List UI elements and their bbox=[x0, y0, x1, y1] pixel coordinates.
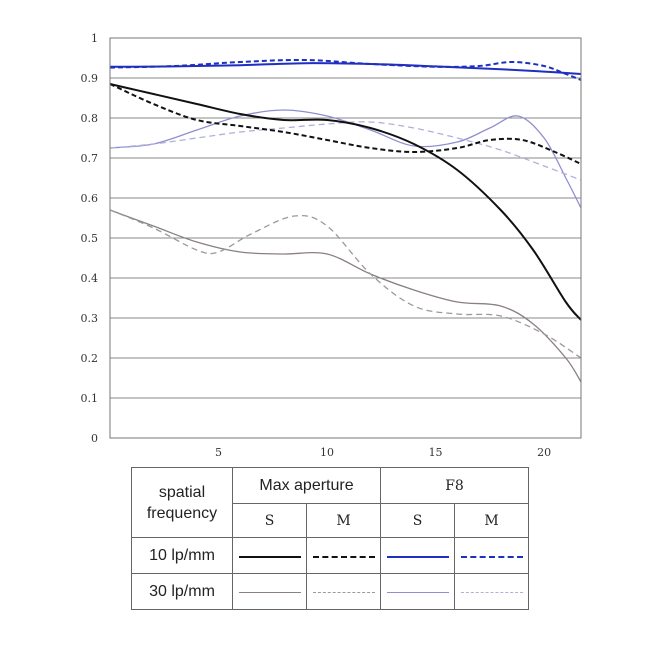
x-tick-label: 15 bbox=[429, 446, 443, 459]
legend-cell-10-max-s bbox=[232, 537, 307, 574]
legend-col-f8-s: S bbox=[380, 503, 455, 538]
series-10-lp-mm-max-aperture-s bbox=[109, 83, 582, 321]
legend-cell-30-max-s bbox=[232, 573, 307, 610]
legend-swatch-30-f8-s bbox=[386, 592, 449, 593]
legend-cell-10-max-m bbox=[306, 537, 381, 574]
legend-swatch-10-max-s bbox=[238, 555, 301, 558]
series-30-lp-mm-max-aperture-m bbox=[109, 209, 582, 359]
y-tick-label: 1 bbox=[91, 32, 98, 45]
legend-cell-30-f8-s bbox=[380, 573, 455, 610]
series-10-lp-mm-max-aperture-m bbox=[109, 83, 582, 165]
x-tick-label: 20 bbox=[537, 446, 551, 459]
y-tick-label: 0.4 bbox=[81, 272, 99, 285]
y-tick-label: 0.2 bbox=[81, 352, 99, 365]
legend-row-10: 10 lp/mm bbox=[131, 537, 233, 574]
legend-swatch-10-f8-s bbox=[386, 555, 449, 558]
y-tick-label: 0.9 bbox=[81, 72, 99, 85]
grid-lines bbox=[110, 77, 581, 399]
series-30-lp-mm-max-aperture-s bbox=[109, 209, 582, 383]
legend-swatch-10-f8-m bbox=[460, 555, 523, 558]
legend-swatch-30-f8-m bbox=[460, 592, 523, 593]
series-lines bbox=[109, 58, 582, 383]
x-tick-labels: 5 10 15 20 bbox=[215, 446, 551, 459]
y-tick-label: 0.7 bbox=[81, 152, 99, 165]
mtf-chart: 0 0.1 0.2 0.3 0.4 0.5 0.6 0.7 0.8 0.9 1 5 10 15 20 bbox=[81, 32, 582, 459]
legend-cell-10-f8-m bbox=[454, 537, 529, 574]
series-10-lp-mm-f8-s bbox=[109, 62, 582, 75]
legend-group-f8: F8 bbox=[380, 467, 529, 504]
plot-frame bbox=[109, 37, 582, 439]
x-tick-label: 10 bbox=[320, 446, 334, 459]
y-tick-label: 0.8 bbox=[81, 112, 99, 125]
legend-cell-30-f8-m bbox=[454, 573, 529, 610]
legend-col-max-m: M bbox=[306, 503, 381, 538]
x-tick-label: 5 bbox=[215, 446, 222, 459]
legend-swatch-10-max-m bbox=[312, 555, 375, 558]
legend-cell-10-f8-s bbox=[380, 537, 455, 574]
legend-swatch-30-max-s bbox=[238, 592, 301, 593]
legend-col-max-s: S bbox=[232, 503, 307, 538]
series-30-lp-mm-f8-s bbox=[109, 109, 582, 209]
legend-table: spatial frequency Max aperture F8 S M S … bbox=[131, 467, 529, 610]
legend-swatch-30-max-m bbox=[312, 592, 375, 593]
series-30-lp-mm-f8-m bbox=[109, 121, 582, 181]
y-tick-labels: 0 0.1 0.2 0.3 0.4 0.5 0.6 0.7 0.8 0.9 1 bbox=[81, 32, 99, 445]
legend-row-header-cell: spatial frequency bbox=[131, 467, 233, 538]
y-tick-label: 0.5 bbox=[81, 232, 99, 245]
y-tick-label: 0.3 bbox=[81, 312, 99, 325]
legend-row-30: 30 lp/mm bbox=[131, 573, 233, 610]
y-tick-label: 0.1 bbox=[81, 392, 99, 405]
legend-cell-30-max-m bbox=[306, 573, 381, 610]
y-tick-label: 0.6 bbox=[81, 192, 99, 205]
legend-group-max-aperture: Max aperture bbox=[232, 467, 381, 504]
legend-col-f8-m: M bbox=[454, 503, 529, 538]
y-tick-label: 0 bbox=[91, 432, 98, 445]
legend-row-header: spatial frequency bbox=[146, 483, 218, 522]
